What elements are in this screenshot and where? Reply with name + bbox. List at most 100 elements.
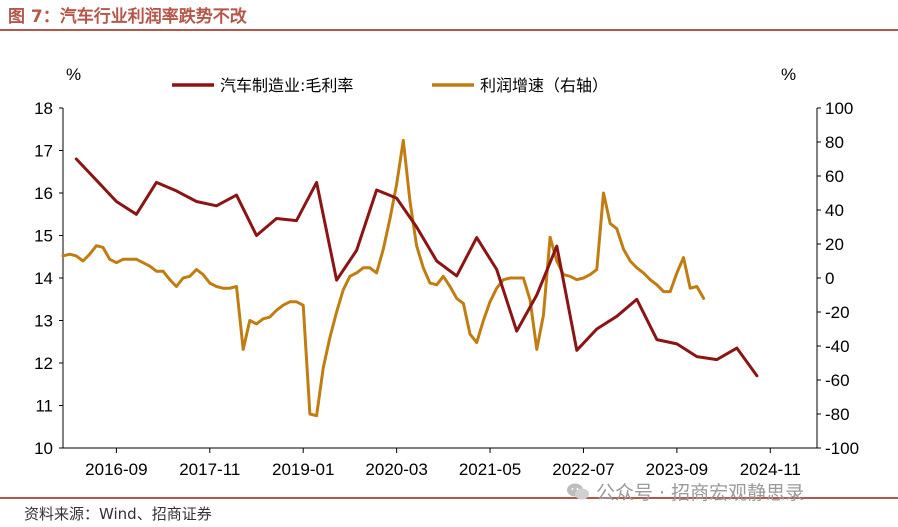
profit-point	[102, 246, 104, 249]
right-tick-label: -100	[825, 439, 859, 458]
profit-point	[349, 275, 351, 278]
margin-point	[435, 260, 438, 262]
legend-label-margin: 汽车制造业:毛利率	[220, 76, 353, 95]
profit-point	[536, 348, 538, 351]
margin-point	[616, 315, 618, 318]
profit-point	[229, 287, 231, 290]
margin-point	[756, 375, 758, 377]
margin-point	[556, 245, 558, 247]
profit-point	[556, 260, 558, 262]
profit-point	[88, 253, 91, 255]
profit-point	[576, 278, 578, 281]
profit-point	[369, 267, 371, 269]
left-tick-label: 18	[34, 99, 53, 118]
profit-point	[68, 253, 71, 255]
margin-point	[395, 197, 398, 199]
profit-point	[389, 217, 391, 220]
profit-point	[122, 258, 124, 261]
x-tick-label: 2022-07	[552, 460, 614, 479]
profit-point	[82, 260, 84, 262]
right-tick-label: -40	[825, 337, 850, 356]
profit-point	[422, 267, 425, 269]
profit-point	[482, 319, 485, 322]
watermark-text: 公众号 · 招商宏观静思录	[596, 482, 805, 504]
profit-point	[135, 258, 138, 261]
margin-point	[736, 347, 738, 349]
profit-point	[329, 336, 331, 339]
profit-point	[549, 236, 551, 238]
profit-point	[255, 323, 258, 325]
right-tick-label: 20	[825, 235, 844, 254]
profit-point	[415, 244, 418, 247]
profit-point	[522, 277, 525, 279]
profit-point	[449, 285, 451, 288]
source-note: 资料来源：Wind、招商证券	[24, 505, 212, 523]
profit-point	[62, 255, 64, 257]
left-tick-label: 12	[34, 354, 53, 373]
margin-point	[375, 189, 378, 191]
profit-point	[596, 268, 598, 271]
profit-point	[702, 297, 705, 300]
profit-point	[215, 285, 218, 288]
margin-point	[275, 217, 278, 220]
margin-point	[175, 190, 178, 192]
profit-point	[75, 255, 78, 257]
profit-point	[409, 200, 411, 203]
margin-point	[475, 236, 478, 239]
profit-point	[582, 277, 585, 279]
profit-point	[342, 289, 345, 291]
profit-point	[302, 304, 305, 307]
profit-point	[455, 297, 458, 300]
profit-point	[395, 183, 398, 186]
profit-point	[662, 290, 665, 293]
right-axis-unit: %	[781, 65, 796, 84]
profit-point	[155, 270, 158, 273]
left-tick-label: 14	[34, 269, 53, 288]
left-axis-unit: %	[66, 65, 81, 84]
profit-point	[462, 302, 465, 305]
profit-point	[629, 260, 631, 262]
margin-point	[636, 298, 638, 301]
profit-point	[128, 258, 131, 261]
footer-rule	[0, 497, 898, 499]
margin-point	[255, 234, 258, 237]
profit-point	[475, 341, 478, 344]
x-tick-label: 2021-05	[459, 460, 521, 479]
profit-point	[649, 278, 651, 281]
profit-point	[616, 227, 618, 230]
margin-point	[455, 275, 458, 277]
left-tick-label: 16	[34, 184, 53, 203]
right-tick-label: 60	[825, 167, 844, 186]
profit-point	[509, 277, 511, 279]
profit-point	[542, 314, 545, 317]
margin-point	[576, 349, 578, 352]
right-tick-label: 40	[825, 201, 844, 220]
profit-point	[622, 248, 625, 250]
profit-point	[529, 299, 531, 301]
profit-point	[382, 248, 385, 250]
left-tick-label: 17	[34, 142, 53, 161]
axes-layer: 10 11 12 13 14 15 16 17 18 -100 -80 -60 -40 -20 0 20 40 6…	[34, 99, 859, 479]
profit-point	[222, 287, 224, 290]
profit-point	[142, 261, 144, 264]
profit-point	[315, 414, 318, 417]
profit-point	[636, 267, 638, 269]
series-layer	[61, 138, 759, 418]
profit-point	[262, 318, 265, 320]
profit-point	[569, 275, 571, 278]
profit-point	[335, 311, 338, 313]
profit-point	[682, 256, 685, 259]
margin-point	[656, 338, 658, 341]
right-tick-label: -20	[825, 303, 850, 322]
profit-point	[669, 290, 671, 293]
profit-point	[275, 309, 278, 312]
profit-point	[589, 273, 591, 276]
profit-point	[515, 277, 518, 279]
right-tick-label: 80	[825, 133, 844, 152]
series-line-profit-growth	[61, 138, 706, 418]
x-tick-label: 2023-09	[646, 460, 708, 479]
margin-point	[115, 200, 118, 203]
right-tick-label: -80	[825, 405, 850, 424]
profit-point	[656, 284, 658, 286]
profit-point	[189, 275, 191, 278]
